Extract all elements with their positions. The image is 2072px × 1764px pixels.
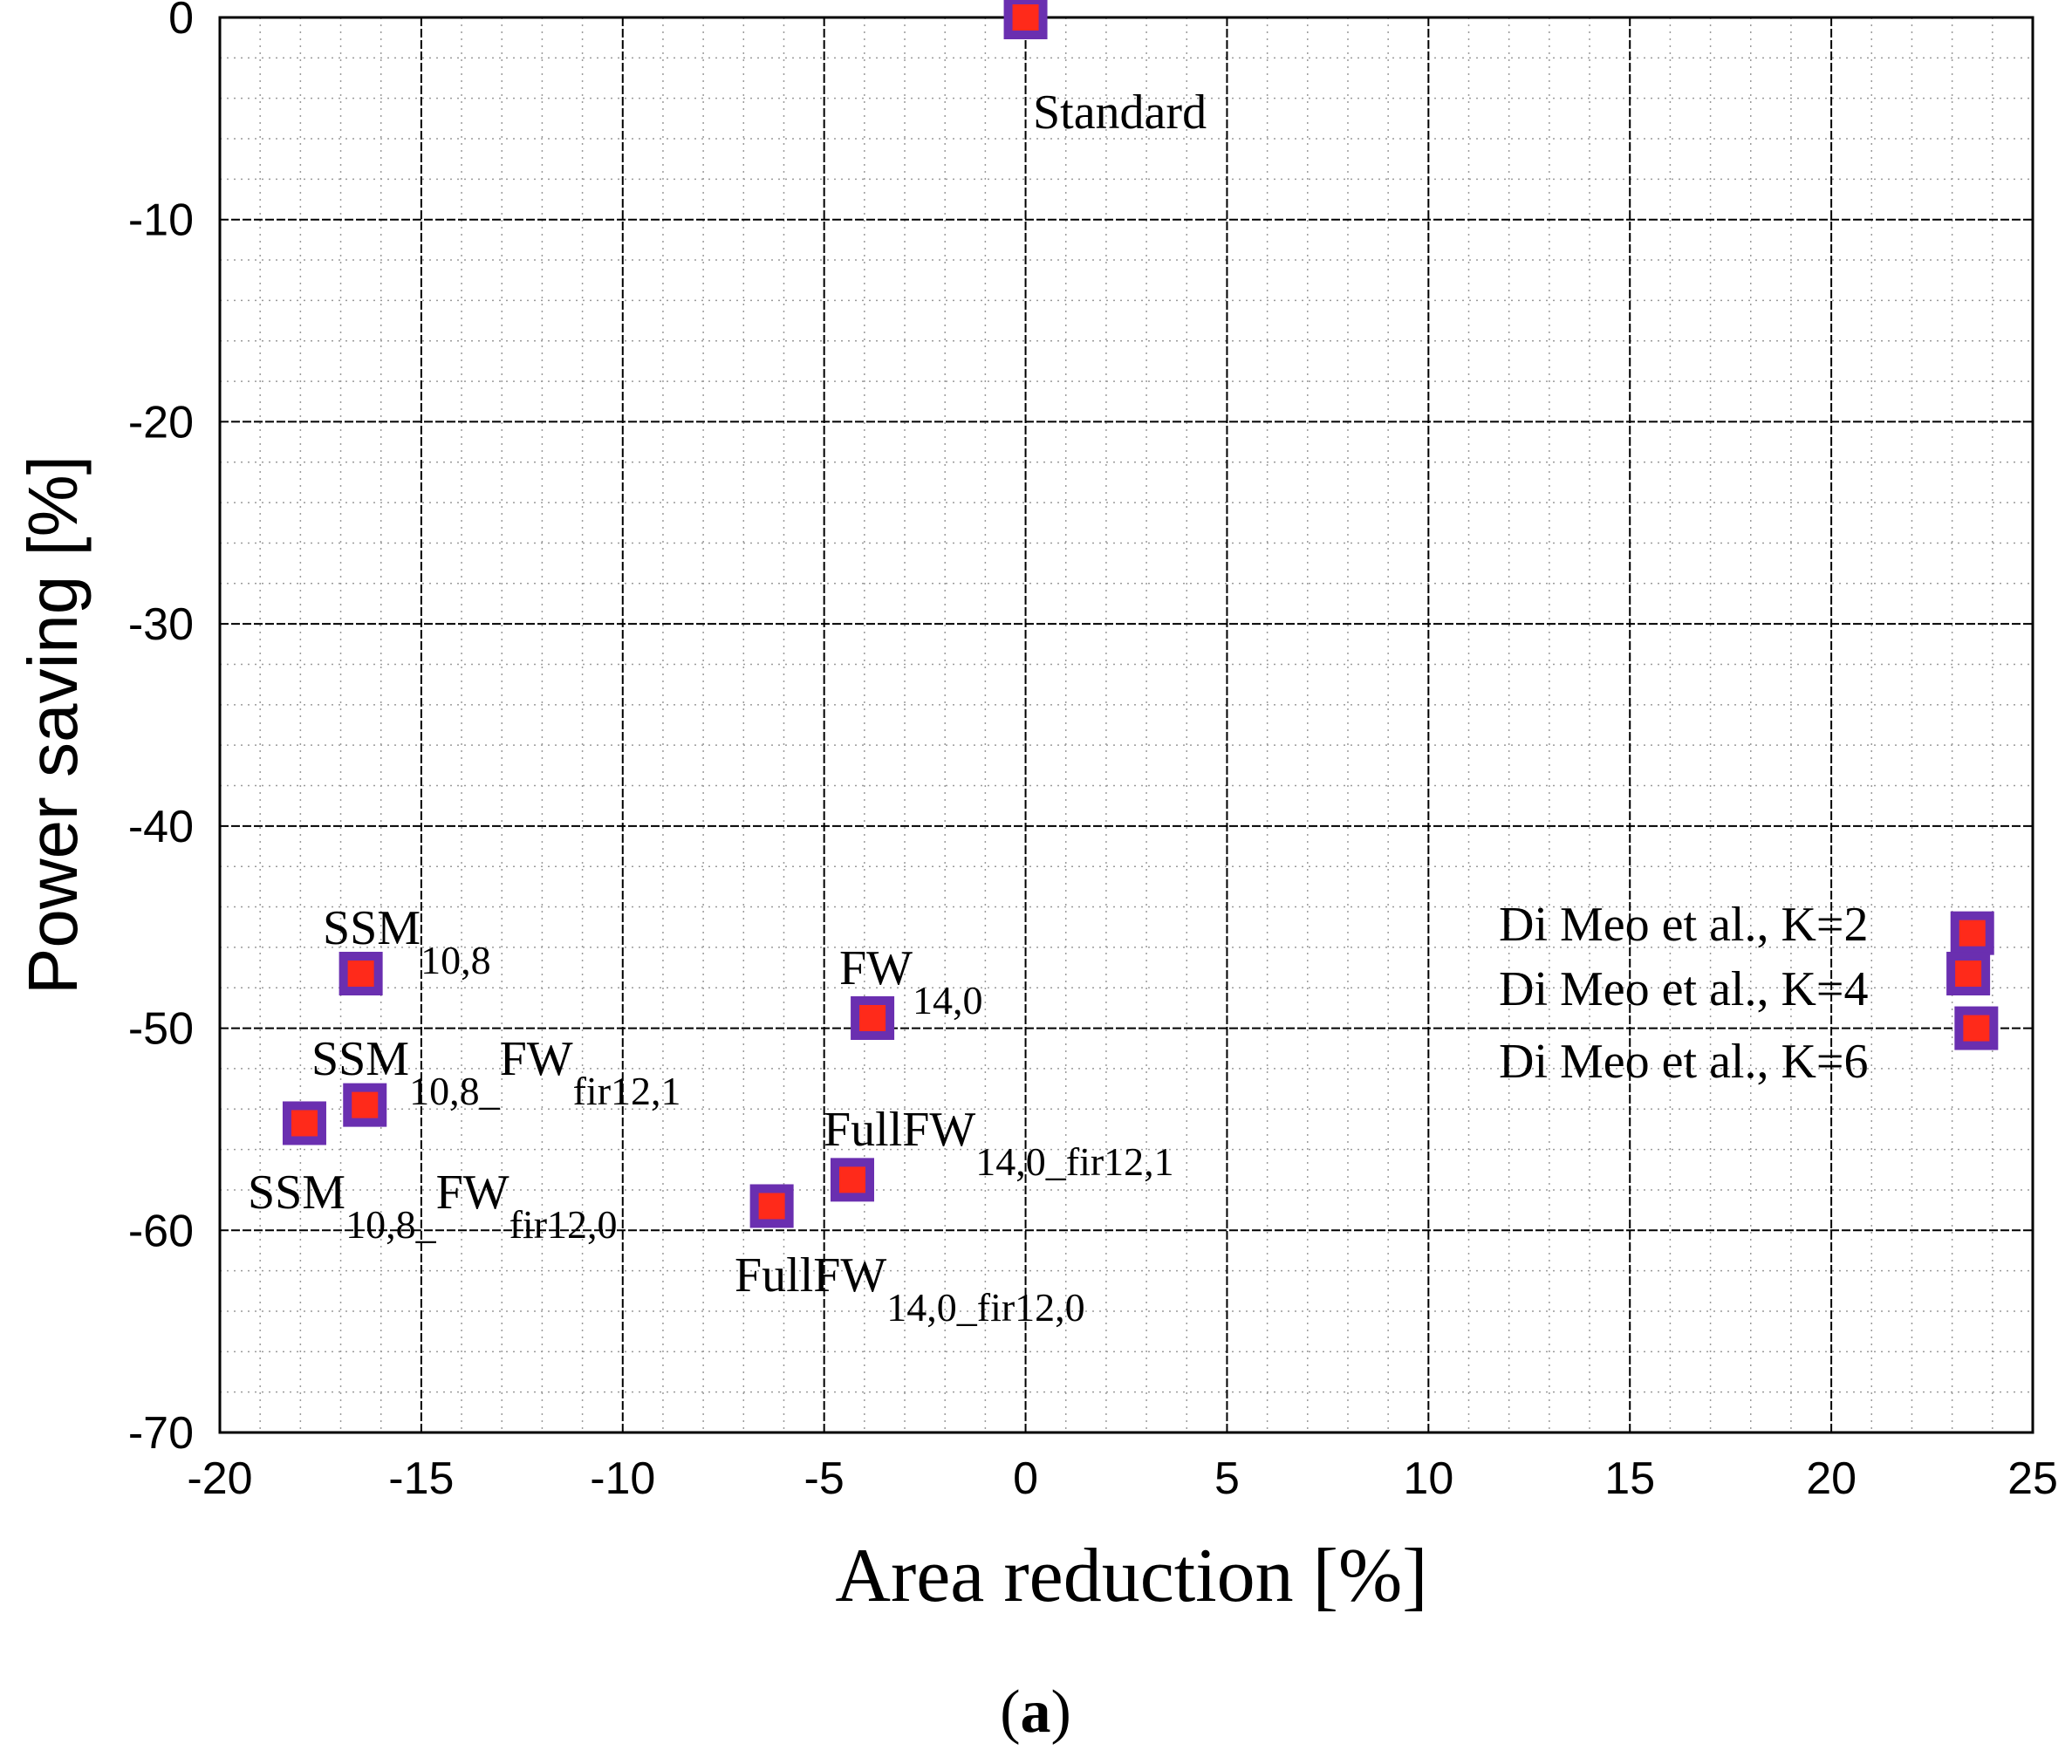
data-point-marker-core <box>1955 961 1982 988</box>
label-dimeo-k2: Di Meo et al., K=2 <box>1499 898 1869 952</box>
data-markers <box>282 0 1999 1228</box>
data-point-marker-core <box>1012 4 1039 31</box>
label-fullfw-fir12-0: FullFW14,0_fir12,0 <box>735 1248 1085 1330</box>
data-point-marker-core <box>758 1193 785 1220</box>
plot-frame <box>218 16 2034 1434</box>
label-dimeo-k6: Di Meo et al., K=6 <box>1499 1035 1869 1089</box>
y-tick-label: -60 <box>128 1206 194 1256</box>
data-point-marker-core <box>352 1091 379 1118</box>
y-tick-label: 0 <box>168 0 194 44</box>
data-point-marker-core <box>859 1004 886 1031</box>
y-tick-label: -70 <box>128 1408 194 1459</box>
x-tick-label: 10 <box>1403 1453 1453 1504</box>
x-tick-label: -10 <box>590 1453 655 1504</box>
major-grid <box>220 17 2033 1432</box>
x-tick-label: 15 <box>1604 1453 1655 1504</box>
label-fullfw-fir12-1: FullFW14,0_fir12,1 <box>824 1103 1174 1184</box>
x-tick-label: -20 <box>187 1453 252 1504</box>
annotations: Standard SSM10,8 FW14,0 SSM10,8_FWfir12,… <box>248 85 1869 1330</box>
figure-caption: (a) <box>1000 1679 1071 1746</box>
label-ssm-fw-fir12-1: SSM10,8_FWfir12,1 <box>311 1032 681 1113</box>
x-tick-label: -15 <box>388 1453 454 1504</box>
x-axis-label: Area reduction [%] <box>835 1534 1427 1618</box>
x-tick-label: -5 <box>804 1453 845 1504</box>
data-point-marker-core <box>838 1166 865 1193</box>
x-tick-label: 5 <box>1214 1453 1240 1504</box>
data-point-marker-core <box>347 961 374 988</box>
label-standard: Standard <box>1033 85 1207 140</box>
x-tick-label: 20 <box>1806 1453 1857 1504</box>
data-point-marker-core <box>1963 1015 1990 1042</box>
y-tick-label: -10 <box>128 195 194 246</box>
x-tick-label: 25 <box>2007 1453 2058 1504</box>
label-ssm-fw-fir12-0: SSM10,8_FWfir12,0 <box>248 1166 618 1247</box>
y-tick-label: -30 <box>128 599 194 650</box>
data-point-marker-core <box>1959 920 1986 947</box>
x-tick-label: 0 <box>1013 1453 1038 1504</box>
label-dimeo-k4: Di Meo et al., K=4 <box>1499 962 1869 1016</box>
minor-grid <box>220 17 2033 1432</box>
data-point-marker-core <box>291 1110 318 1137</box>
y-tick-label: -40 <box>128 802 194 852</box>
label-ssm-10-8: SSM10,8 <box>323 901 491 982</box>
y-tick-label: -50 <box>128 1004 194 1055</box>
axis-ticks: -20 -15 -10 -5 0 5 10 15 20 250-10-20-30-40-50-60… <box>128 0 2058 1504</box>
label-fw-14-0: FW14,0 <box>839 941 983 1022</box>
y-tick-label: -20 <box>128 397 194 448</box>
y-axis-label: Power saving [%] <box>14 455 92 995</box>
